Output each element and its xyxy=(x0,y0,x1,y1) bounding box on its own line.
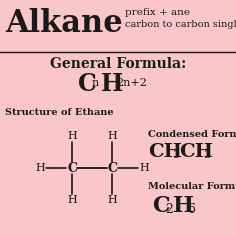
Text: 6: 6 xyxy=(187,203,195,216)
Text: H: H xyxy=(139,163,149,173)
Text: Condensed Formula: Condensed Formula xyxy=(148,130,236,139)
Text: C: C xyxy=(67,161,77,174)
Text: C: C xyxy=(107,161,117,174)
Text: 3: 3 xyxy=(203,150,210,160)
Text: H: H xyxy=(107,131,117,141)
Text: C: C xyxy=(78,72,97,96)
Text: 2: 2 xyxy=(165,203,173,216)
Text: H: H xyxy=(35,163,45,173)
Text: H: H xyxy=(67,131,77,141)
Text: n: n xyxy=(92,78,99,88)
Text: CH: CH xyxy=(148,143,182,161)
Text: H: H xyxy=(107,195,117,205)
Text: 2n+2: 2n+2 xyxy=(116,78,147,88)
Text: CH: CH xyxy=(179,143,213,161)
Text: Structure of Ethane: Structure of Ethane xyxy=(5,108,114,117)
Text: H: H xyxy=(101,72,123,96)
Text: H: H xyxy=(67,195,77,205)
Text: General Formula:: General Formula: xyxy=(50,57,186,71)
Text: H: H xyxy=(173,195,194,217)
Text: C: C xyxy=(152,195,170,217)
Text: carbon to carbon single bonds: carbon to carbon single bonds xyxy=(125,20,236,29)
Text: prefix + ane: prefix + ane xyxy=(125,8,190,17)
Text: 3: 3 xyxy=(172,150,179,160)
Text: Molecular Formula: Molecular Formula xyxy=(148,182,236,191)
Text: Alkane: Alkane xyxy=(5,8,123,39)
